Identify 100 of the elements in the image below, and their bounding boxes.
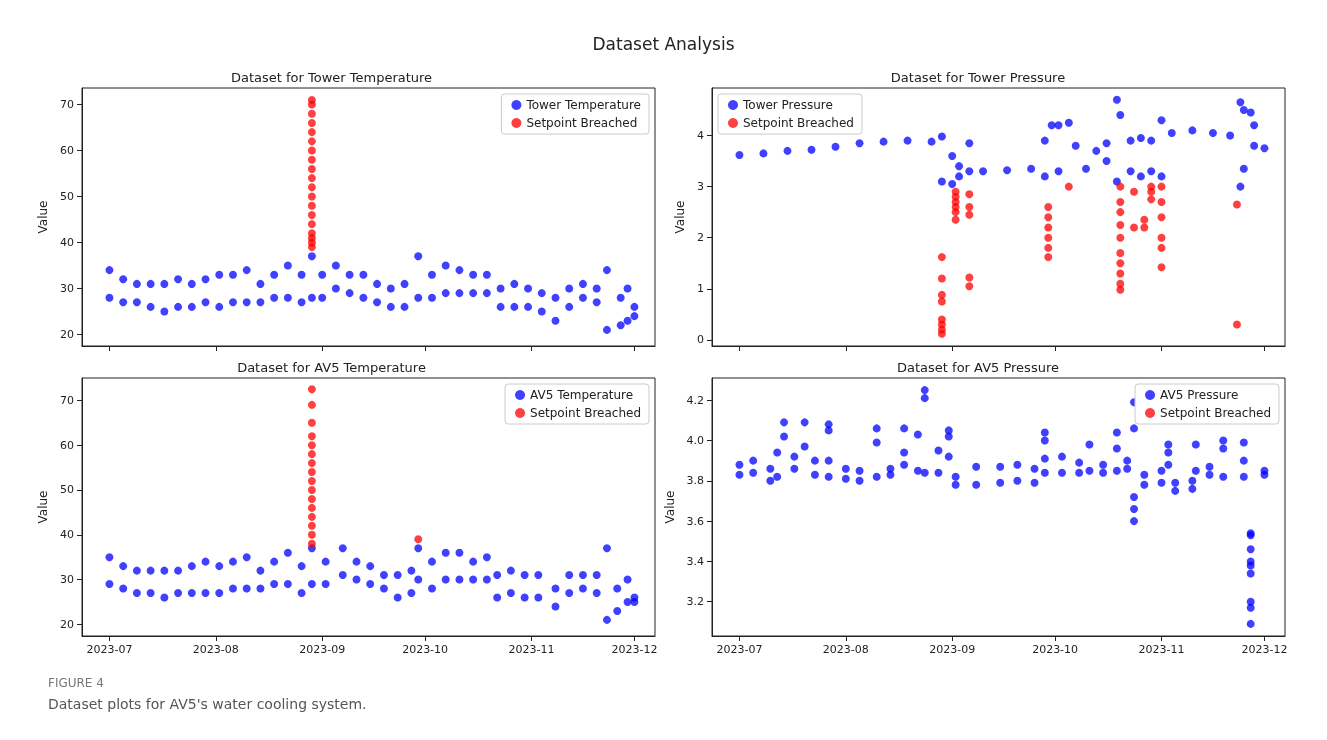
y-tick-label: 40 [60,236,74,250]
y-tick-label: 30 [60,573,74,587]
point [937,290,946,299]
point [1130,223,1139,232]
legend-label: Tower Pressure [742,98,833,112]
point [937,132,946,141]
point [937,297,946,306]
y-tick-label: 70 [60,393,74,407]
point [1147,182,1156,191]
point [831,142,840,151]
y-tick-label: 60 [60,144,74,158]
point [307,220,316,229]
point [965,273,974,282]
y-tick-label: 3 [697,180,704,194]
point [1260,144,1269,153]
point [1157,116,1166,125]
point [1250,141,1259,150]
y-axis-title: Value [662,490,677,524]
point [307,201,316,210]
point [1054,121,1063,130]
point [1188,126,1197,135]
point [1116,279,1125,288]
point [307,485,316,494]
point [1126,167,1135,176]
text: Dataset plots for AV5's water cooling system. [48,696,367,712]
point [307,118,316,127]
point [307,521,316,530]
chart-title: Dataset for AV5 Temperature [237,360,426,375]
point [1167,128,1176,137]
point [1102,157,1111,166]
point [307,503,316,512]
point [1208,128,1217,137]
point [307,95,316,104]
point [1157,197,1166,206]
point [937,177,946,186]
point [307,192,316,201]
legend-label: Setpoint Breached [1160,406,1271,420]
chart-title: Dataset for AV5 Pressure [897,360,1059,375]
point [965,139,974,148]
point [1239,164,1248,173]
point [965,210,974,219]
legend-label: Setpoint Breached [743,116,854,130]
x-tick-label: 2023-11 [1138,643,1185,656]
point [307,468,316,477]
point [307,441,316,450]
y-tick-label: 70 [60,98,74,112]
point [1236,98,1245,107]
point [1027,164,1036,173]
chart-title: Dataset for Tower Pressure [890,70,1066,85]
point [307,530,316,539]
x-tick-label: 2023-11 [508,643,555,656]
point [1116,182,1125,191]
point [1040,136,1049,145]
point [1157,233,1166,242]
caption: FIGURE 4 [48,676,105,690]
point [759,149,768,158]
x-tick-label: 2023-09 [299,643,346,656]
point [955,172,964,181]
point [1040,172,1049,181]
point [1082,164,1090,173]
point [1147,195,1156,204]
x-tick-label: 2023-09 [929,643,976,656]
y-tick-label: 50 [60,483,74,497]
point [1157,243,1166,252]
point [307,229,316,238]
y-axis-title: Value [673,200,688,234]
point [307,459,316,468]
point [965,167,974,176]
point [1136,172,1145,181]
point [307,400,316,409]
point [1147,136,1156,145]
point [955,162,964,171]
point [927,137,936,146]
y-tick-label: 20 [60,328,74,341]
point [414,535,423,544]
point [307,494,316,503]
x-tick-label: 2023-10 [1032,643,1079,656]
point [307,155,316,164]
point [937,253,946,262]
point [1044,253,1053,262]
point [951,215,960,224]
point [1136,134,1145,143]
point [1116,269,1125,278]
point [1250,121,1259,130]
point [307,183,316,192]
y-tick-label: 0 [697,333,704,347]
point [1157,182,1166,191]
y-tick-label: 4 [697,129,704,143]
x-tick-label: 2023-07 [86,643,133,656]
point [307,432,316,441]
point [1232,200,1241,209]
y-tick-label: 60 [60,438,74,452]
point [307,512,316,521]
y-tick-label: 50 [60,190,74,204]
y-tick-label: 20 [60,617,74,631]
y-tick-label: 2 [697,231,704,245]
point [937,274,946,283]
point [1140,215,1149,224]
point [951,187,960,196]
y-tick-label: 1 [697,282,704,296]
